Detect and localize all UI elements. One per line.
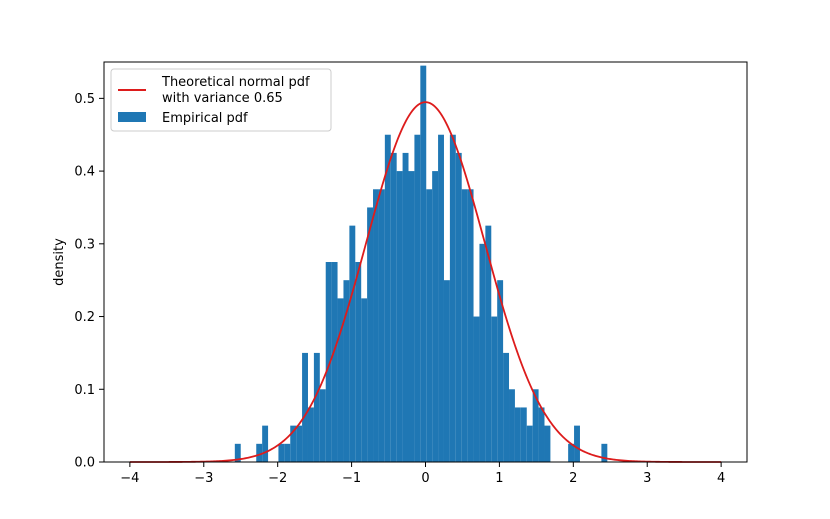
histogram-bar-21	[384, 134, 391, 462]
histogram-bar-48	[544, 425, 551, 462]
histogram-bar-31	[443, 280, 450, 462]
histogram-bar-8	[307, 407, 314, 462]
x-tick-label-7: 3	[643, 471, 651, 486]
histogram-bar-44	[520, 407, 527, 462]
legend: Theoretical normal pdf with variance 0.6…	[110, 68, 332, 132]
histogram-bar-22	[390, 152, 397, 462]
histogram-bar-35	[467, 189, 474, 463]
histogram-bar-42	[509, 389, 515, 462]
histogram-bar-26	[414, 134, 421, 462]
histogram-bar-13	[337, 298, 344, 462]
y-tick-label-2: 0.2	[74, 310, 95, 325]
histogram-bar-20	[378, 189, 385, 463]
histogram-bar-12	[331, 262, 338, 462]
histogram-bar-40	[497, 280, 504, 462]
y-tick-label-5: 0.5	[74, 92, 95, 107]
histogram-bar-47	[538, 407, 545, 462]
histogram-bar-28	[426, 189, 433, 463]
histogram-bar-16	[355, 262, 362, 462]
legend-bar-label: Empirical pdf	[162, 111, 248, 126]
histogram-bar-30	[438, 134, 444, 462]
x-tick-label-1: −3	[194, 471, 213, 486]
histogram-bar-17	[361, 298, 368, 462]
histogram-bar-0	[234, 443, 241, 462]
histogram-bar-36	[473, 316, 480, 462]
histogram-bar-5	[290, 425, 297, 462]
histogram-bar-3	[278, 443, 285, 462]
x-tick-label-8: 4	[717, 471, 725, 486]
histogram-bar-24	[402, 152, 409, 462]
histogram-bar-18	[367, 207, 374, 462]
y-tick-label-4: 0.4	[74, 165, 95, 180]
histogram-bar-9	[313, 352, 320, 462]
histogram-bar-50	[574, 425, 580, 462]
histogram-bar-23	[396, 171, 403, 462]
histogram-bar-6	[296, 425, 303, 462]
histogram-bar-41	[503, 352, 510, 462]
x-tick-label-4: 0	[421, 471, 429, 486]
x-tick-label-2: −2	[268, 471, 287, 486]
histogram-bar-19	[373, 189, 379, 463]
histogram-bar-49	[568, 443, 575, 462]
histogram-bar-25	[408, 171, 415, 462]
x-tick-label-5: 1	[495, 471, 503, 486]
histogram-bar-46	[532, 389, 539, 462]
histogram-bar-45	[526, 425, 533, 462]
histogram-bar-14	[343, 280, 350, 462]
histogram-bar-29	[432, 171, 439, 462]
y-tick-label-0: 0.0	[74, 456, 95, 471]
normal-pdf-curve	[129, 101, 722, 463]
histogram-bar-32	[449, 134, 456, 462]
legend-box	[110, 68, 332, 132]
histogram-bar-37	[479, 243, 486, 462]
histogram-bar-38	[485, 225, 492, 462]
y-axis: 0.0 0.1 0.2 0.3 0.4 0.5	[74, 92, 104, 471]
histogram-bar-39	[491, 316, 498, 462]
histogram-bar-7	[302, 352, 308, 462]
histogram-bars	[234, 65, 608, 463]
y-tick-label-3: 0.3	[74, 237, 95, 252]
x-tick-label-0: −4	[120, 471, 139, 486]
legend-line-label-2: with variance 0.65	[162, 91, 283, 106]
y-tick-label-1: 0.1	[74, 383, 95, 398]
histogram-bar-34	[461, 189, 468, 463]
histogram-bar-11	[325, 262, 332, 462]
histogram-bar-27	[420, 65, 427, 463]
histogram-bar-43	[514, 407, 521, 462]
x-tick-label-6: 2	[569, 471, 577, 486]
y-axis-label: density	[52, 238, 67, 286]
legend-bar-swatch	[118, 112, 146, 122]
histogram-bar-4	[284, 443, 291, 462]
x-tick-label-3: −1	[342, 471, 361, 486]
x-axis: −4 −3 −2 −1 0 1 2 3 4	[120, 462, 725, 486]
histogram-bar-10	[319, 389, 326, 462]
histogram-bar-33	[455, 152, 462, 462]
histogram-bar-51	[601, 443, 608, 462]
histogram-bar-2	[262, 425, 269, 462]
histogram-bar-1	[256, 443, 263, 462]
legend-line-label-1: Theoretical normal pdf	[161, 75, 310, 90]
histogram-bar-15	[349, 225, 356, 462]
